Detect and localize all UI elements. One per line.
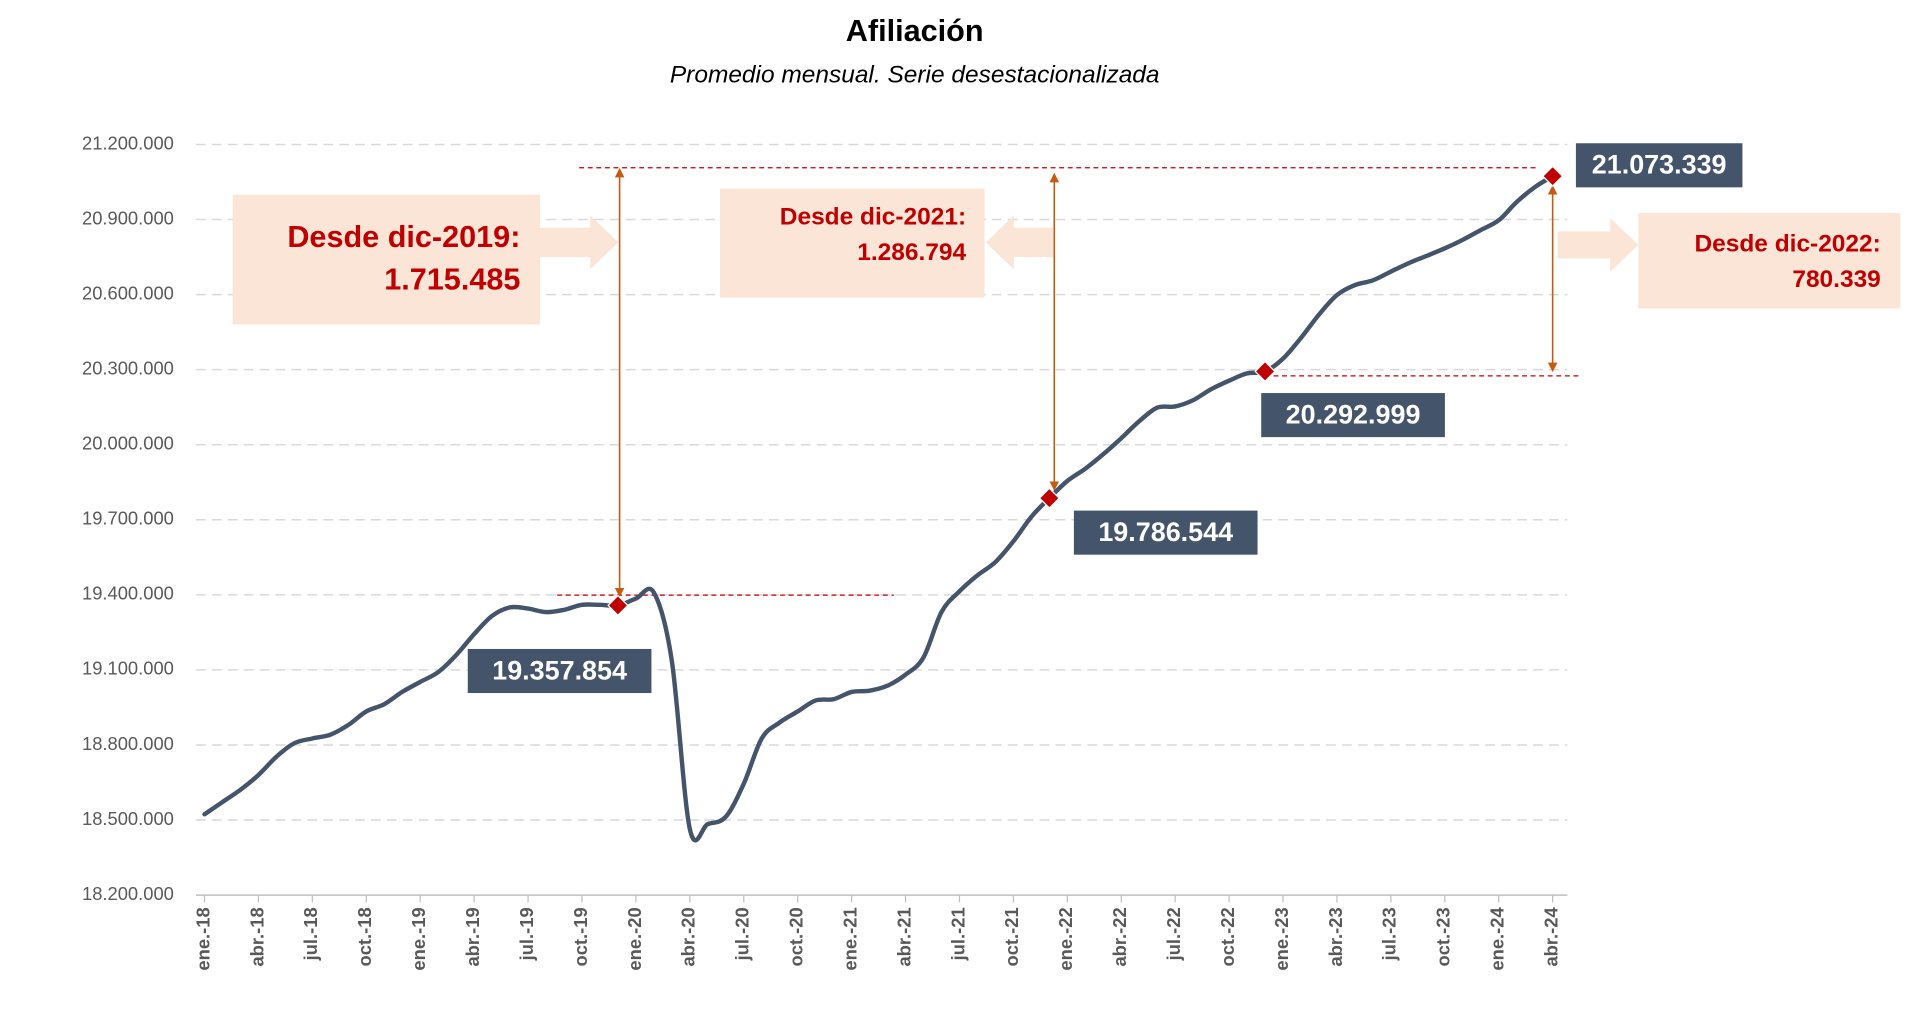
x-tick-label: ene.-23 — [1271, 907, 1292, 970]
y-tick-label: 19.700.000 — [82, 508, 174, 529]
x-tick-label: ene.-18 — [192, 907, 213, 970]
x-tick-label: jul.-19 — [516, 907, 537, 961]
y-tick-label: 21.200.000 — [82, 132, 174, 153]
x-tick-label: abr.-20 — [678, 907, 699, 966]
x-tick-label: oct.-22 — [1217, 907, 1238, 966]
callout-value: 1.286.794 — [857, 239, 966, 266]
x-tick-label: abr.-19 — [462, 907, 483, 966]
x-tick-label: jul.-22 — [1163, 907, 1184, 961]
x-tick-label: abr.-23 — [1325, 907, 1346, 966]
callout-arrow — [985, 215, 1054, 270]
x-tick-label: ene.-24 — [1487, 907, 1508, 971]
chart-subtitle: Promedio mensual. Serie desestacionaliza… — [670, 61, 1160, 88]
callout-title: Desde dic-2019: — [287, 220, 520, 254]
data-label: 21.073.339 — [1592, 150, 1727, 180]
callout-title: Desde dic-2022: — [1694, 230, 1880, 257]
x-tick-label: jul.-20 — [732, 907, 753, 961]
callout-value: 780.339 — [1792, 266, 1880, 293]
data-label: 20.292.999 — [1286, 399, 1421, 429]
x-tick-label: abr.-21 — [893, 907, 914, 966]
x-tick-label: abr.-24 — [1540, 907, 1561, 967]
data-label-box — [1575, 143, 1743, 188]
x-tick-label: jul.-21 — [947, 907, 968, 961]
x-tick-label: jul.-23 — [1379, 907, 1400, 961]
x-tick-label: ene.-22 — [1055, 907, 1076, 970]
highlight-marker — [607, 594, 629, 617]
x-tick-label: ene.-19 — [408, 907, 429, 970]
highlight-marker — [1254, 360, 1276, 383]
data-label: 19.357.854 — [492, 655, 627, 685]
y-tick-label: 18.800.000 — [82, 733, 174, 754]
callout-box — [720, 188, 985, 298]
series-line — [202, 173, 1555, 843]
highlight-marker — [1541, 165, 1564, 187]
x-tick-label: oct.-20 — [786, 907, 807, 966]
data-label-box — [1261, 393, 1445, 438]
y-tick-label: 18.200.000 — [82, 883, 174, 904]
data-label-box — [1073, 510, 1258, 555]
x-tick-label: oct.-18 — [354, 907, 375, 966]
x-tick-label: abr.-18 — [246, 907, 267, 966]
callout-box — [232, 194, 541, 325]
y-tick-label: 20.300.000 — [82, 358, 174, 379]
x-tick-label: oct.-23 — [1433, 907, 1454, 966]
x-tick-label: oct.-21 — [1001, 907, 1022, 966]
callout-arrow — [1557, 217, 1639, 272]
chart-title: Afiliación — [846, 14, 984, 48]
callout-arrow — [540, 215, 619, 270]
highlight-marker — [1038, 487, 1060, 509]
callout-title: Desde dic-2021: — [780, 203, 966, 230]
x-tick-label: abr.-22 — [1109, 907, 1130, 966]
x-tick-label: jul.-18 — [300, 907, 321, 961]
y-tick-label: 20.900.000 — [82, 207, 174, 228]
callout-value: 1.715.485 — [384, 263, 520, 297]
x-tick-label: ene.-21 — [839, 907, 860, 970]
x-tick-label: oct.-19 — [570, 907, 591, 966]
y-tick-label: 20.000.000 — [82, 433, 174, 454]
y-tick-label: 19.100.000 — [82, 658, 174, 679]
y-tick-label: 18.500.000 — [82, 808, 174, 829]
x-tick-label: ene.-20 — [624, 907, 645, 970]
data-label: 19.786.544 — [1098, 517, 1233, 547]
y-tick-label: 19.400.000 — [82, 583, 174, 604]
y-tick-label: 20.600.000 — [82, 282, 174, 303]
data-label-box — [467, 648, 652, 694]
callout-box — [1638, 213, 1901, 309]
